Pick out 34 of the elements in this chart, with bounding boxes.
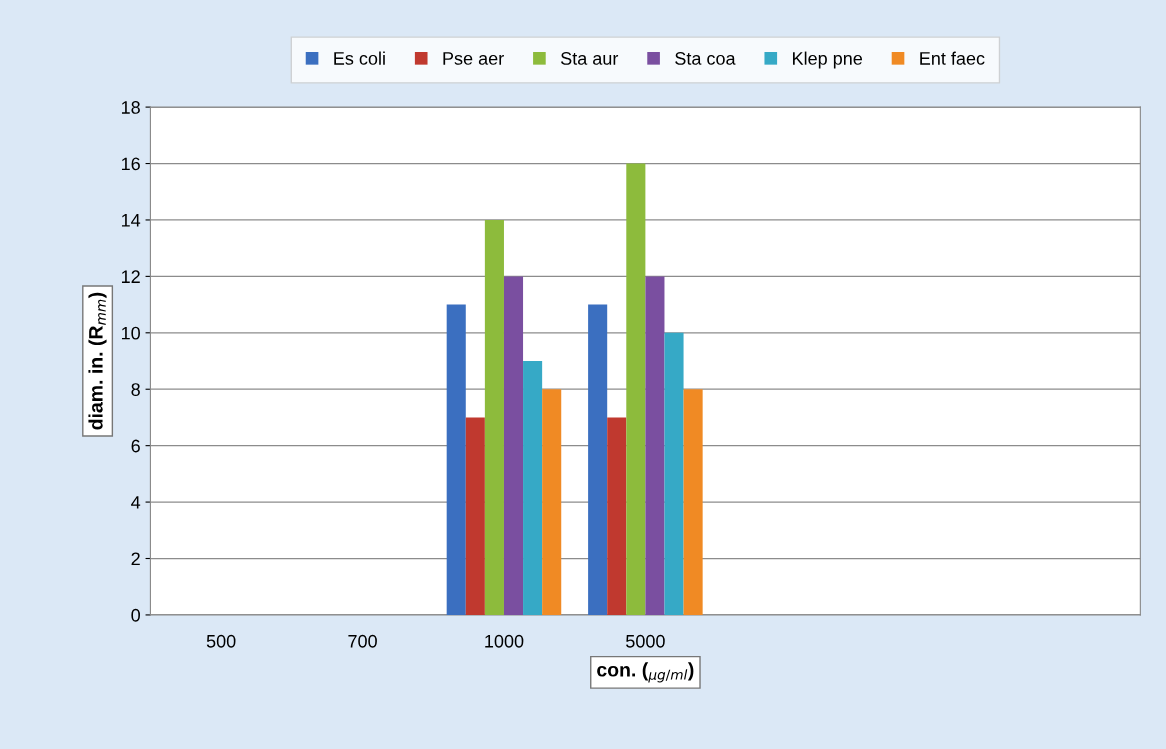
y-tick-label: 12: [121, 270, 140, 283]
bar: [683, 389, 703, 615]
bar: [503, 276, 524, 615]
legend-label: Sta coa: [675, 52, 736, 65]
legend-label: Sta aur: [560, 52, 619, 65]
x-axis-title: con. ($_{μg/ml}$): [597, 662, 694, 683]
legend-label: Klep pne: [793, 51, 863, 69]
y-tick-label: 14: [121, 214, 141, 227]
bar: [484, 219, 504, 615]
bar: [446, 304, 466, 615]
bar: [523, 361, 543, 615]
bar: [626, 163, 646, 615]
bar: [607, 417, 627, 615]
x-tick-label: 500: [206, 634, 236, 648]
y-tick-label: 2: [131, 552, 140, 566]
y-tick-label: 0: [131, 608, 140, 622]
y-tick-label: 16: [121, 157, 140, 171]
x-tick-label: 1000: [485, 634, 524, 648]
y-tick-label: 10: [121, 326, 140, 340]
y-tick-label: 18: [121, 101, 140, 114]
x-tick-label: 700: [348, 634, 377, 648]
bar: [645, 276, 665, 615]
bar: [588, 304, 608, 615]
legend-label: Ent faec: [920, 51, 985, 65]
bar: [542, 389, 562, 615]
bar: [664, 332, 684, 615]
legend-label: Es coli: [334, 51, 385, 65]
bar: [465, 417, 485, 615]
y-axis-title: diam. in. (R$_{mm}$): [88, 292, 107, 430]
legend-label: Pse aer: [443, 52, 504, 65]
x-tick-label: 5000: [626, 634, 665, 648]
y-tick-label: 6: [131, 439, 140, 453]
y-tick-label: 8: [131, 383, 140, 396]
y-tick-label: 4: [131, 496, 141, 509]
